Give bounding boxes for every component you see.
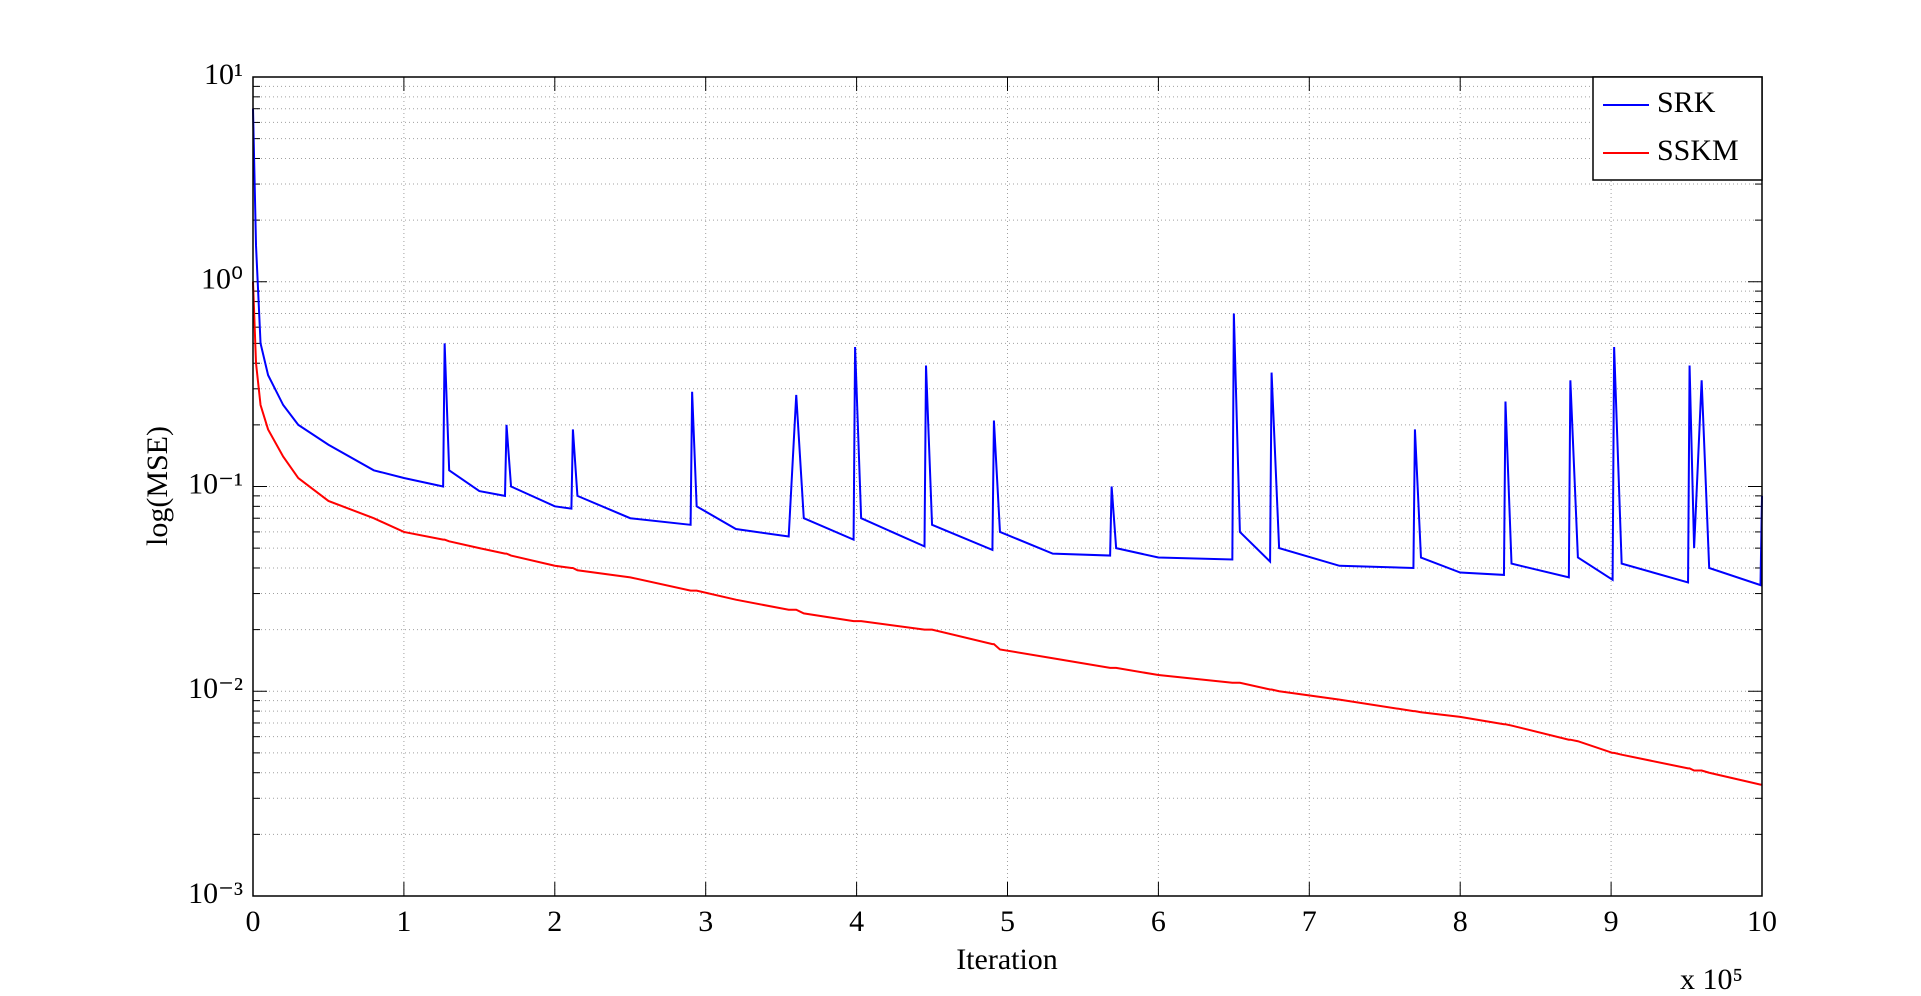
y-tick-label: 10⁻³ [188,877,243,910]
x-tick-label: 1 [396,905,411,938]
x-tick-label: 9 [1604,905,1619,938]
legend-box [1592,76,1763,181]
x-multiplier: x 10⁵ [1680,963,1743,996]
x-tick-label: 2 [547,905,562,938]
x-axis-label: Iteration [956,943,1058,976]
series-line [252,108,1763,587]
x-tick-label: 5 [1000,905,1015,938]
legend: SRK SSKM [1592,76,1763,181]
x-tick-label: 3 [698,905,713,938]
y-tick-label: 10⁰ [201,263,243,296]
y-tick-label: 10⁻² [188,672,243,705]
legend-label: SSKM [1657,134,1739,167]
x-tick-label: 0 [246,905,261,938]
legend-label: SRK [1657,86,1716,119]
x-tick-label: 7 [1302,905,1317,938]
x-tick-label: 4 [849,905,864,938]
x-tick-label: 8 [1453,905,1468,938]
axes-box [252,76,1763,897]
x-tick-label: 10 [1747,905,1777,938]
x-tick-label: 6 [1151,905,1166,938]
y-tick-label: 10⁻¹ [188,467,243,500]
y-tick-label: 10¹ [204,58,243,91]
series-line [252,281,1762,786]
y-axis-label: log(MSE) [141,426,174,546]
